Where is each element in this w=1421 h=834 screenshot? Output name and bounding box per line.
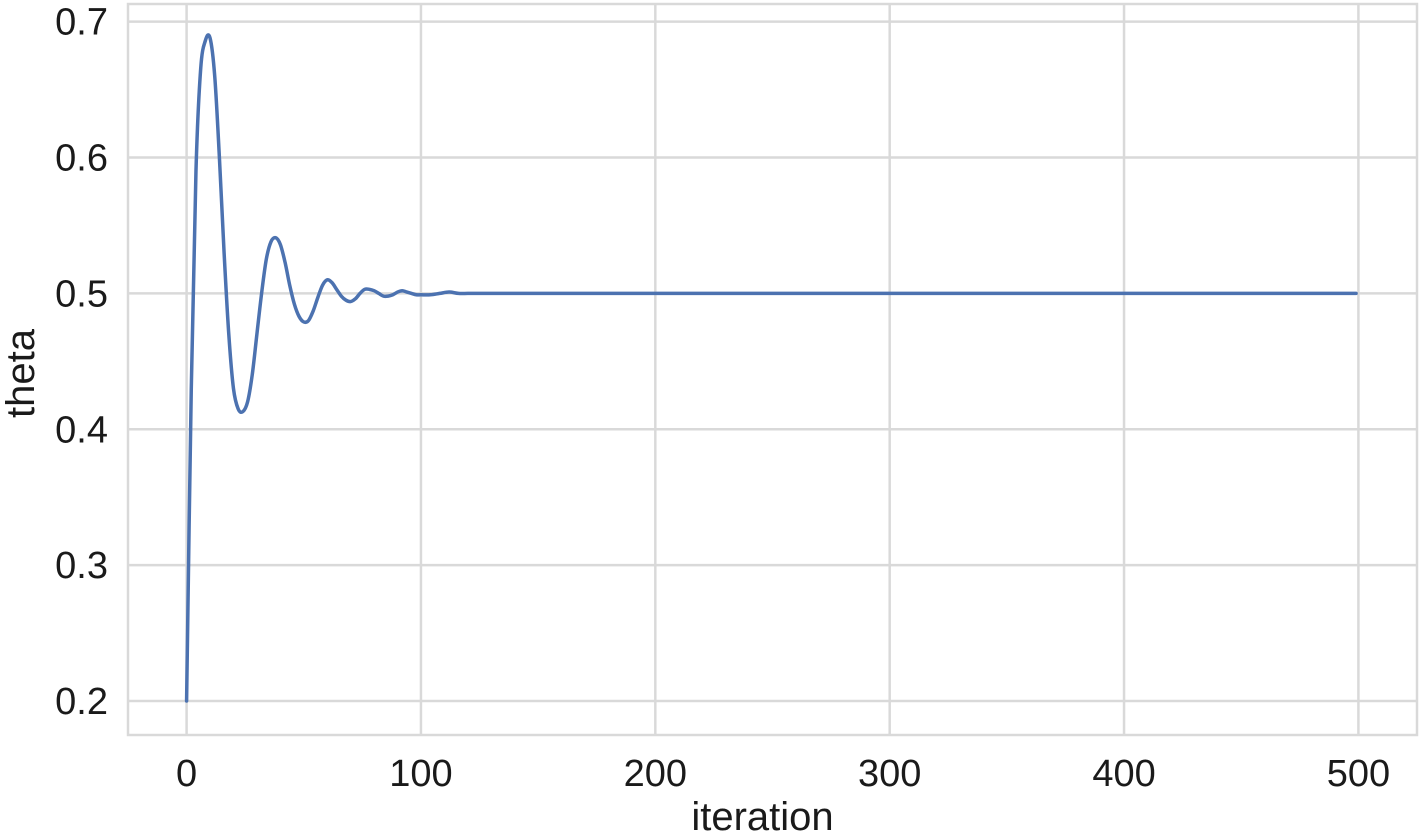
x-tick-label: 200 — [624, 753, 687, 795]
plot-frame — [126, 2, 1419, 737]
y-tick-labels: 0.2 0.3 0.4 0.5 0.6 0.7 — [55, 2, 108, 723]
y-tick-label: 0.5 — [55, 273, 108, 315]
x-tick-label: 500 — [1327, 753, 1390, 795]
x-tick-labels: 0 100 200 300 400 500 — [176, 753, 1390, 795]
x-tick-label: 0 — [176, 753, 197, 795]
y-axis-label: theta — [0, 328, 43, 418]
y-tick-label: 0.2 — [55, 681, 108, 723]
x-gridlines — [185, 4, 1360, 735]
x-tick-label: 300 — [858, 753, 921, 795]
series-layer — [184, 33, 1358, 703]
y-tick-label: 0.4 — [55, 409, 108, 451]
y-tick-label: 0.7 — [55, 2, 108, 44]
y-tick-label: 0.3 — [55, 545, 108, 587]
x-axis-label: iteration — [691, 795, 833, 834]
x-tick-label: 100 — [389, 753, 452, 795]
series-line — [184, 33, 1358, 703]
y-tick-label: 0.6 — [55, 138, 108, 180]
x-tick-label: 400 — [1092, 753, 1155, 795]
y-gridlines — [128, 20, 1417, 703]
